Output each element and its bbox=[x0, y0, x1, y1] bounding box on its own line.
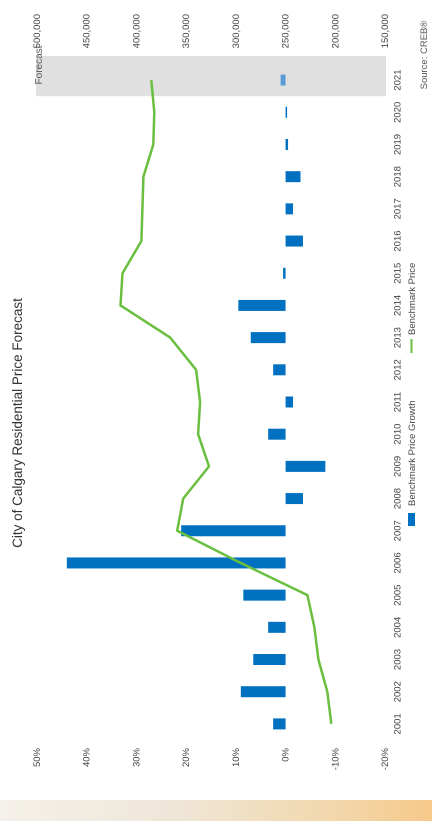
bar-2018 bbox=[285, 171, 301, 183]
bar-2009 bbox=[285, 460, 326, 472]
bar-2006 bbox=[66, 557, 286, 569]
bar-2017 bbox=[285, 203, 294, 215]
growth-tick-label: 0% bbox=[281, 747, 292, 761]
price-tick-label: 400,000 bbox=[131, 14, 142, 48]
legend-line-label: Benchmark Price bbox=[407, 263, 418, 335]
price-tick-label: 350,000 bbox=[181, 14, 192, 48]
price-tick-label: 150,000 bbox=[380, 14, 391, 48]
year-tick-label: 2002 bbox=[392, 681, 403, 702]
year-tick-label: 2014 bbox=[392, 295, 403, 316]
bar-2008 bbox=[285, 493, 303, 505]
bottom-decorative-band bbox=[0, 800, 432, 821]
chart-title: City of Calgary Residential Price Foreca… bbox=[10, 298, 25, 548]
year-tick-label: 2016 bbox=[392, 230, 403, 251]
year-tick-label: 2004 bbox=[392, 617, 403, 638]
legend-bar-label: Benchmark Price Growth bbox=[407, 400, 418, 506]
bar-2020 bbox=[285, 106, 288, 118]
bar-2021 bbox=[280, 74, 286, 86]
growth-tick-label: 50% bbox=[32, 747, 43, 767]
bar-2015 bbox=[283, 267, 286, 279]
price-tick-label: 450,000 bbox=[82, 14, 93, 48]
bar-2002 bbox=[240, 686, 286, 698]
forecast-label: Forecast bbox=[34, 45, 45, 84]
price-axis-ticks: 150,000 200,000 250,000 300,000 350,000 400,0… bbox=[32, 14, 391, 48]
bar-2005 bbox=[243, 589, 286, 601]
bar-2004 bbox=[268, 621, 286, 633]
price-tick-label: 300,000 bbox=[231, 14, 242, 48]
price-tick-label: 500,000 bbox=[32, 14, 43, 48]
bar-2010 bbox=[268, 428, 286, 440]
year-tick-label: 2003 bbox=[392, 649, 403, 670]
growth-tick-label: -20% bbox=[380, 747, 391, 770]
year-tick-label: 2001 bbox=[392, 713, 403, 734]
year-tick-label: 2018 bbox=[392, 166, 403, 187]
year-tick-label: 2005 bbox=[392, 585, 403, 606]
bar-2001 bbox=[273, 718, 286, 730]
bar-2011 bbox=[285, 396, 294, 408]
forecast-band bbox=[36, 56, 386, 97]
year-tick-label: 2020 bbox=[392, 102, 403, 123]
source-note: Source: CREB® bbox=[419, 21, 430, 90]
year-tick-label: 2013 bbox=[392, 327, 403, 348]
bar-2014 bbox=[238, 299, 286, 311]
bar-series bbox=[66, 74, 326, 730]
year-tick-label: 2011 bbox=[392, 392, 403, 412]
growth-tick-label: -10% bbox=[330, 747, 341, 770]
growth-tick-label: 30% bbox=[131, 747, 142, 767]
legend: Benchmark Price Growth Benchmark Price bbox=[407, 263, 418, 526]
bar-2019 bbox=[285, 138, 289, 150]
year-tick-label: 2006 bbox=[392, 552, 403, 573]
year-tick-label: 2019 bbox=[392, 134, 403, 155]
legend-bar-swatch bbox=[408, 513, 415, 526]
growth-axis-ticks: -20% -10% 0% 10% 20% 30% 40% 50% bbox=[32, 747, 391, 770]
price-tick-label: 200,000 bbox=[330, 14, 341, 48]
year-tick-label: 2007 bbox=[392, 520, 403, 541]
bar-2016 bbox=[285, 235, 303, 247]
year-tick-label: 2021 bbox=[392, 70, 403, 91]
year-tick-label: 2009 bbox=[392, 456, 403, 477]
growth-tick-label: 20% bbox=[181, 747, 192, 767]
year-axis-ticks: 2001 2002 2003 2004 2005 2006 2007 2008 2009 2010… bbox=[392, 70, 403, 735]
year-tick-label: 2008 bbox=[392, 488, 403, 509]
price-line bbox=[119, 79, 333, 725]
growth-tick-label: 40% bbox=[82, 747, 93, 767]
bar-2003 bbox=[253, 654, 286, 666]
bar-2007 bbox=[181, 525, 286, 537]
year-tick-label: 2012 bbox=[392, 359, 403, 380]
growth-tick-label: 10% bbox=[231, 747, 242, 767]
price-tick-label: 250,000 bbox=[281, 14, 292, 48]
bar-2012 bbox=[273, 364, 286, 376]
year-tick-label: 2015 bbox=[392, 263, 403, 284]
year-tick-label: 2010 bbox=[392, 424, 403, 445]
bar-2013 bbox=[250, 332, 286, 344]
year-tick-label: 2017 bbox=[392, 198, 403, 219]
